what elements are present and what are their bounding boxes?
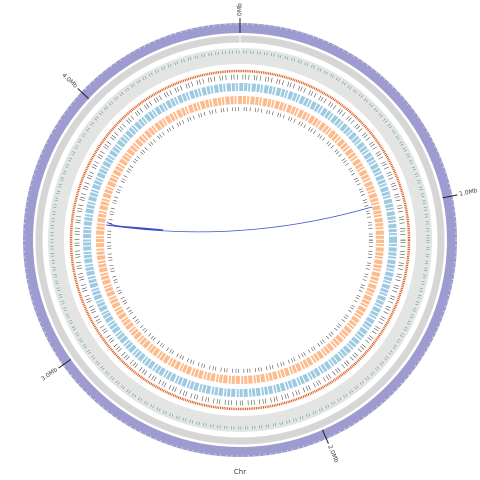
- chromosome-ring: [23, 23, 457, 457]
- axis-label: Chr: [234, 468, 246, 476]
- gc-track: [50, 50, 430, 430]
- x-tick-label: 0Mb: [237, 3, 244, 16]
- forward-genes: [83, 83, 397, 397]
- x-tick-label: 1.0Mb: [459, 187, 479, 198]
- feature-track: [74, 74, 406, 406]
- tracks: [23, 22, 457, 457]
- x-tick-label: 4.0Mb: [60, 72, 78, 90]
- x-tick: [322, 429, 329, 444]
- x-tick-label: 2.0Mb: [326, 444, 340, 464]
- gc-track-bg: [48, 48, 432, 432]
- x-tick: [77, 88, 90, 100]
- x-tick-label: 3.0Mb: [40, 366, 59, 383]
- minor-ticks: [23, 23, 457, 457]
- skew-track: [69, 69, 411, 411]
- x-tick: [58, 358, 72, 369]
- reverse-genes: [96, 96, 384, 384]
- x-tick: [442, 194, 458, 199]
- link: [105, 206, 373, 233]
- rna-track: [107, 107, 373, 373]
